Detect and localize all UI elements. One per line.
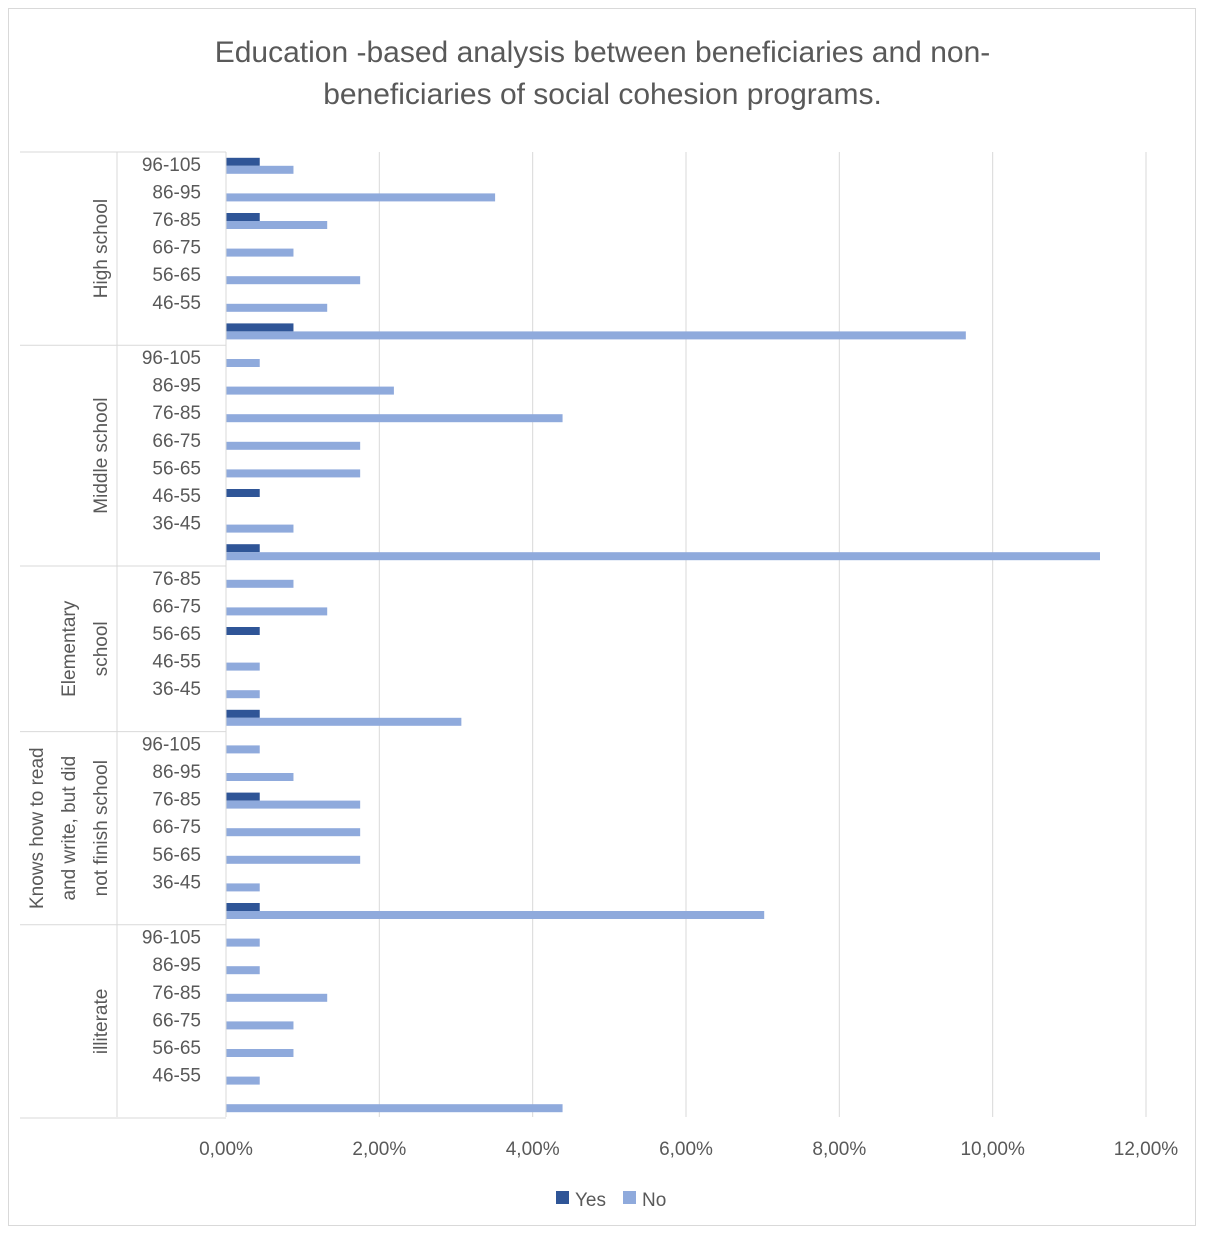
category-label: 36-45 [152,872,201,893]
bar-no [226,1104,563,1113]
category-label: 76-85 [152,569,201,590]
category-label: 46-55 [152,652,201,673]
category-label: 66-75 [152,596,201,617]
group-label: High school [91,199,112,298]
bar-no [226,690,260,699]
bar-no [226,414,563,423]
bar-no [226,276,361,285]
bar-yes [226,213,260,221]
category-label: 56-65 [152,624,201,645]
category-label: 96-105 [142,928,201,949]
chart-title-line-2: beneficiaries of social cohesion program… [323,78,882,111]
bar-no [226,800,361,809]
bar-no [226,662,260,671]
x-tick-label: 4,00% [506,1139,560,1160]
category-label: 46-55 [152,486,201,507]
category-label: 46-55 [152,1066,201,1087]
bar-no [226,441,361,450]
x-tick-label: 8,00% [812,1139,866,1160]
chart-title-line-1: Education -based analysis between benefi… [214,36,991,69]
category-label: 86-95 [152,182,201,203]
bar-no [226,1049,294,1057]
bar-yes [226,544,260,553]
bar-no [226,607,328,616]
bar-no [226,938,260,947]
category-label: 96-105 [142,348,201,369]
bar-no [226,386,394,395]
bar-yes [226,323,294,332]
category-label: 56-65 [152,1038,201,1059]
chart-title: Education -based analysis between benefi… [0,32,1205,116]
bar-no [226,773,294,781]
bar-yes [226,792,260,801]
bar-no [226,855,361,864]
bar-no [226,165,294,174]
category-label: 86-95 [152,955,201,976]
legend-swatch-yes [556,1191,569,1204]
category-label: 86-95 [152,376,201,397]
legend-label-no: No [642,1190,666,1211]
bar-yes [226,709,260,718]
bar-no [226,1021,294,1030]
bar-yes [226,903,260,911]
category-label: 46-55 [152,293,201,314]
category-label: 76-85 [152,210,201,231]
bar-no [226,1076,260,1085]
bar-yes [226,157,260,166]
category-label: 56-65 [152,458,201,479]
legend-label-yes: Yes [575,1190,606,1211]
bar-no [226,579,294,588]
legend-swatch-no [623,1191,636,1204]
group-label: Elementary [59,600,80,697]
bar-no [226,359,260,367]
category-label: 56-65 [152,265,201,286]
bar-no [226,966,260,975]
category-label: 66-75 [152,817,201,838]
group-label: Middle school [91,398,112,514]
bar-no [226,883,260,892]
category-label: 66-75 [152,238,201,259]
x-tick-label: 12,00% [1114,1139,1179,1160]
group-label: and write, but did [59,756,80,901]
bar-yes [226,627,260,635]
bar-no [226,193,496,202]
bar-no [226,828,361,837]
bar-no [226,552,1100,561]
bar-no [226,248,294,257]
x-tick-label: 10,00% [960,1139,1025,1160]
bar-no [226,303,328,312]
bar-no [226,331,966,340]
category-label: 86-95 [152,762,201,783]
category-label: 36-45 [152,679,201,700]
bar-no [226,993,328,1002]
category-label: 36-45 [152,514,201,535]
group-label: illiterate [91,989,112,1054]
bar-no [226,221,328,229]
category-label: 96-105 [142,734,201,755]
x-tick-label: 6,00% [659,1139,713,1160]
group-label: Knows how to read [27,747,48,909]
category-label: 96-105 [142,155,201,176]
bar-no [226,911,765,919]
bar-no [226,745,260,754]
category-label: 66-75 [152,1010,201,1031]
bar-no [226,524,294,533]
group-label: not finish school [91,760,112,896]
x-tick-label: 0,00% [199,1139,253,1160]
category-label: 76-85 [152,790,201,811]
category-label: 56-65 [152,845,201,866]
bar-yes [226,489,260,497]
chart-frame [8,8,1196,1226]
category-label: 76-85 [152,403,201,424]
group-label: school [91,621,112,676]
category-label: 76-85 [152,983,201,1004]
x-tick-label: 2,00% [352,1139,406,1160]
bar-no [226,469,361,478]
category-label: 66-75 [152,431,201,452]
bar-no [226,717,462,726]
